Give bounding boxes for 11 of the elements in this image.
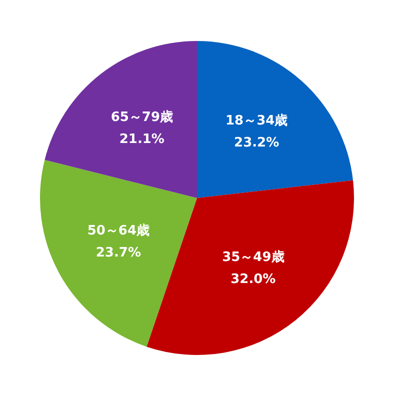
pie-slice [40, 160, 197, 347]
data-label: 21.1% [119, 132, 164, 147]
slice-label: 18～34歳 [226, 114, 288, 129]
data-label: 23.7% [96, 245, 141, 260]
data-label: 23.2% [234, 136, 280, 151]
slice-label: 35～49歳 [222, 250, 284, 266]
slice-label: 50～64歳 [87, 223, 150, 238]
slice-label: 65～79歳 [110, 110, 174, 125]
data-label: 32.0% [230, 272, 276, 288]
pie-slice [197, 41, 353, 198]
pie-slice [44, 41, 197, 198]
